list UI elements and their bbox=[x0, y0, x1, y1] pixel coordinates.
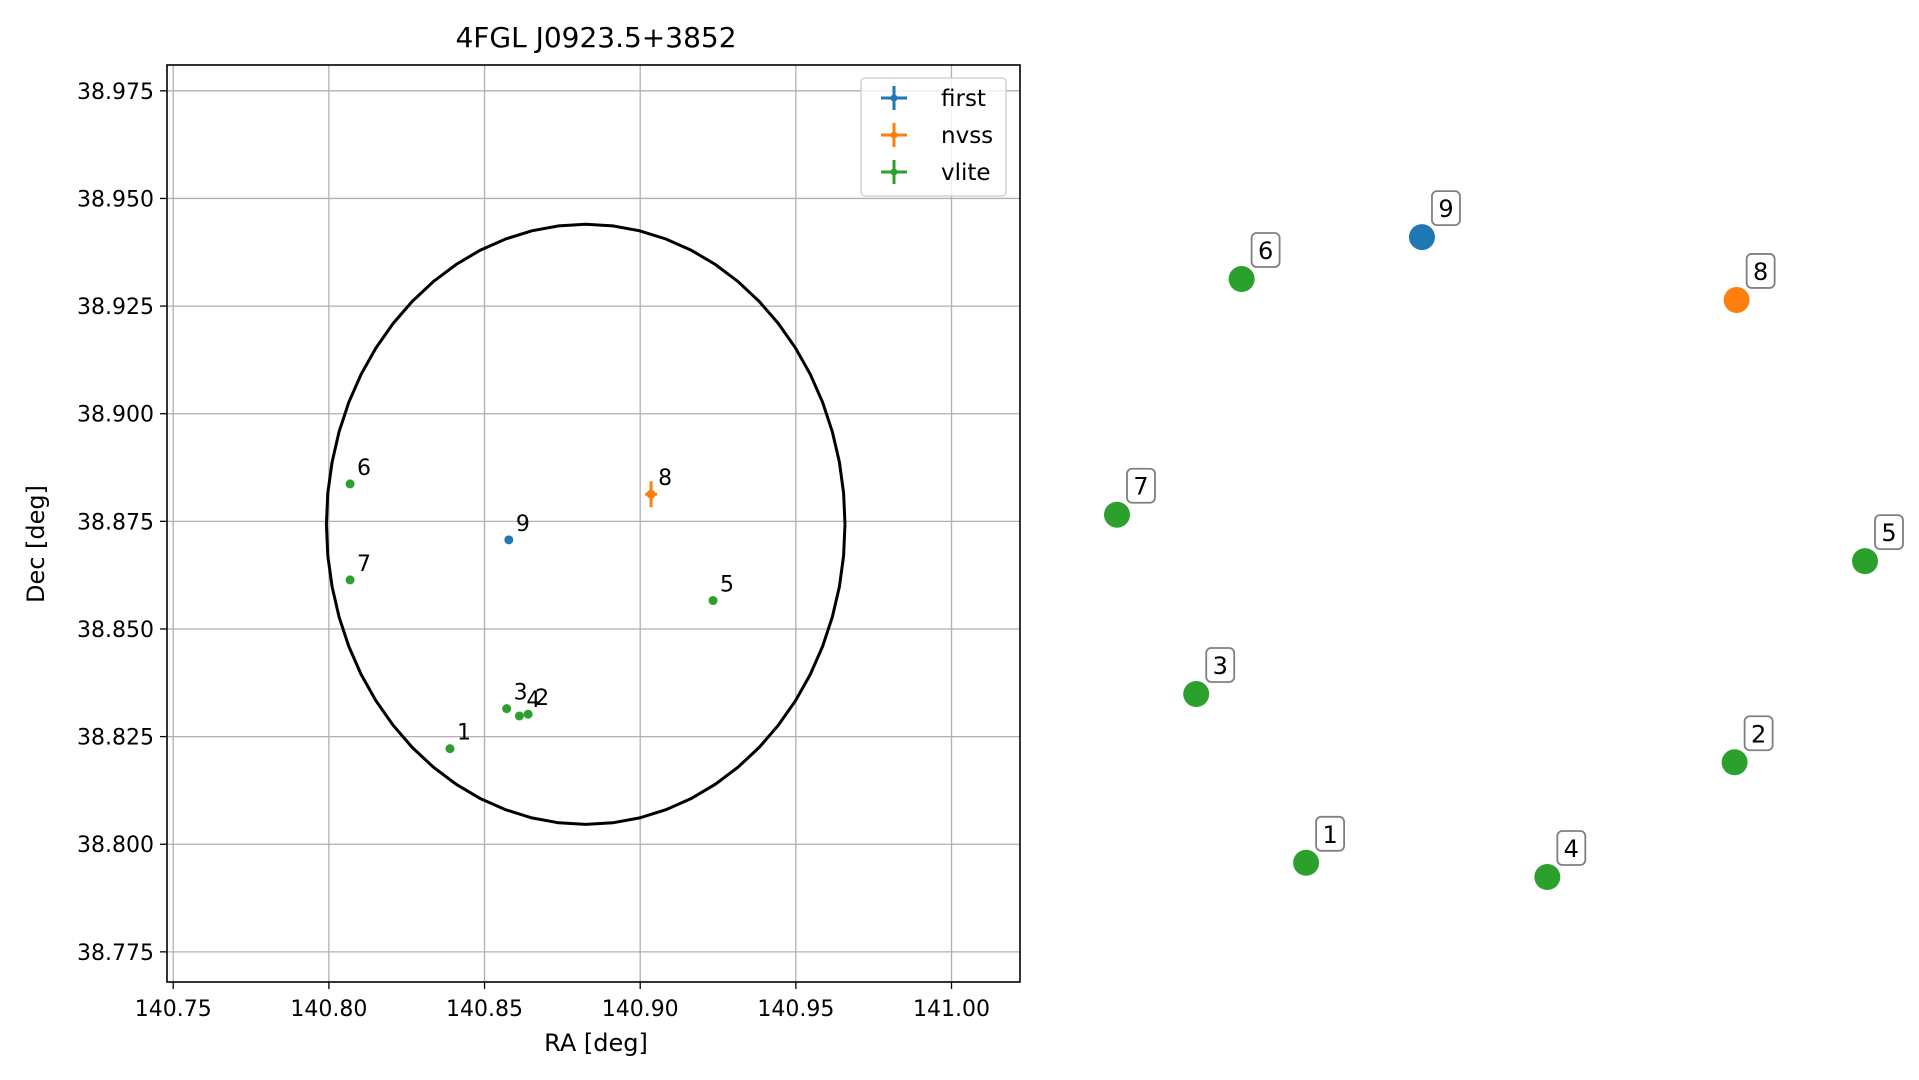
x-tick-label: 140.80 bbox=[290, 997, 367, 1022]
layout-label-6: 6 bbox=[1258, 237, 1273, 265]
y-tick-label: 38.775 bbox=[77, 941, 154, 966]
source-label-1: 1 bbox=[457, 721, 471, 746]
layout-point-1 bbox=[1293, 849, 1320, 876]
axes-frame bbox=[160, 64, 1021, 989]
y-axis-label: Dec [deg] bbox=[22, 485, 50, 603]
x-tick-label: 140.95 bbox=[757, 997, 834, 1022]
y-tick-label: 38.925 bbox=[77, 295, 154, 320]
source-point-9 bbox=[504, 535, 514, 545]
gridlines bbox=[167, 65, 1020, 982]
legend-marker-vlite bbox=[890, 168, 898, 176]
source-point-3 bbox=[502, 704, 512, 714]
source-point-2 bbox=[523, 709, 533, 719]
layout-label-3: 3 bbox=[1213, 652, 1228, 680]
x-tick-label: 141.00 bbox=[913, 997, 990, 1022]
x-tick-label: 140.75 bbox=[135, 997, 212, 1022]
layout-label-box bbox=[1126, 467, 1156, 504]
source-label-6: 6 bbox=[357, 456, 371, 481]
source-label-5: 5 bbox=[720, 573, 734, 598]
chart-title: 4FGL J0923.5+3852 bbox=[455, 21, 736, 54]
x-tick-label: 140.90 bbox=[602, 997, 679, 1022]
legend-marker-first bbox=[890, 94, 898, 102]
layout-label-box bbox=[1874, 514, 1904, 551]
layout-label-box bbox=[1745, 253, 1776, 289]
layout-point-6 bbox=[1228, 266, 1255, 293]
legend-label-vlite: vlite bbox=[941, 160, 991, 186]
source-point-1 bbox=[445, 744, 455, 754]
ellipse-outline bbox=[324, 222, 847, 826]
layout-point-8 bbox=[1723, 286, 1750, 313]
legend-box bbox=[860, 77, 1007, 197]
localization-ellipse bbox=[324, 222, 847, 826]
x-axis-label: RA [deg] bbox=[544, 1029, 648, 1057]
layout-label-box bbox=[1205, 647, 1236, 683]
y-tick-label: 38.950 bbox=[77, 187, 154, 212]
y-tick-label: 38.900 bbox=[77, 403, 154, 428]
layout-label-5: 5 bbox=[1881, 519, 1896, 547]
y-tick-label: 38.800 bbox=[77, 833, 154, 858]
layout-label-4: 4 bbox=[1564, 835, 1579, 863]
layout-label-8: 8 bbox=[1753, 258, 1768, 286]
layout-label-1: 1 bbox=[1322, 821, 1337, 849]
layout-label-box bbox=[1556, 830, 1587, 866]
layout-label-box bbox=[1315, 815, 1345, 852]
tick-labels: 140.75 140.80 140.85 140.90 140.95 141.00 38.7… bbox=[77, 80, 990, 1022]
label-layout-panel: 9 6 8 7 5 3 2 1 4 bbox=[1104, 190, 1904, 890]
layout-label-9: 9 bbox=[1438, 195, 1453, 223]
layout-label-box bbox=[1743, 715, 1774, 752]
source-label-4: 4 bbox=[526, 688, 540, 713]
source-point-8 bbox=[646, 489, 656, 499]
y-tick-label: 38.975 bbox=[77, 80, 154, 105]
layout-point-9 bbox=[1408, 224, 1435, 251]
y-tick-label: 38.875 bbox=[77, 510, 154, 535]
y-tick-label: 38.850 bbox=[77, 618, 154, 643]
layout-point-5 bbox=[1852, 548, 1878, 575]
x-tick-label: 140.85 bbox=[446, 997, 523, 1022]
source-point-6 bbox=[345, 479, 355, 489]
legend-label-first: first bbox=[941, 86, 986, 112]
sky-plot: 4FGL J0923.5+3852 9 8 1 234 5 6 7 140.75 140.80… bbox=[22, 21, 1021, 1057]
layout-label-box bbox=[1250, 232, 1281, 268]
layout-label-2: 2 bbox=[1751, 720, 1766, 748]
source-point-5 bbox=[708, 596, 718, 606]
plot-frame bbox=[166, 64, 1021, 983]
legend-label-nvss: nvss bbox=[941, 123, 993, 149]
layout-point-4 bbox=[1534, 864, 1561, 890]
source-label-3: 3 bbox=[514, 681, 528, 706]
source-point-4 bbox=[514, 711, 524, 721]
layout-label-box bbox=[1431, 190, 1461, 227]
layout-point-7 bbox=[1104, 501, 1130, 528]
y-tick-label: 38.825 bbox=[77, 726, 154, 751]
legend-marker-nvss bbox=[890, 131, 898, 139]
source-point-7 bbox=[345, 575, 355, 585]
layout-label-7: 7 bbox=[1133, 473, 1148, 501]
source-label-2: 2 bbox=[535, 686, 549, 711]
source-markers: 9 8 1 234 5 6 7 bbox=[345, 456, 734, 754]
source-label-8: 8 bbox=[658, 466, 672, 491]
layout-point-2 bbox=[1721, 749, 1748, 776]
legend: first nvss vlite bbox=[860, 77, 1007, 197]
source-label-7: 7 bbox=[357, 552, 371, 577]
layout-point-3 bbox=[1183, 681, 1210, 708]
source-label-9: 9 bbox=[516, 512, 530, 537]
